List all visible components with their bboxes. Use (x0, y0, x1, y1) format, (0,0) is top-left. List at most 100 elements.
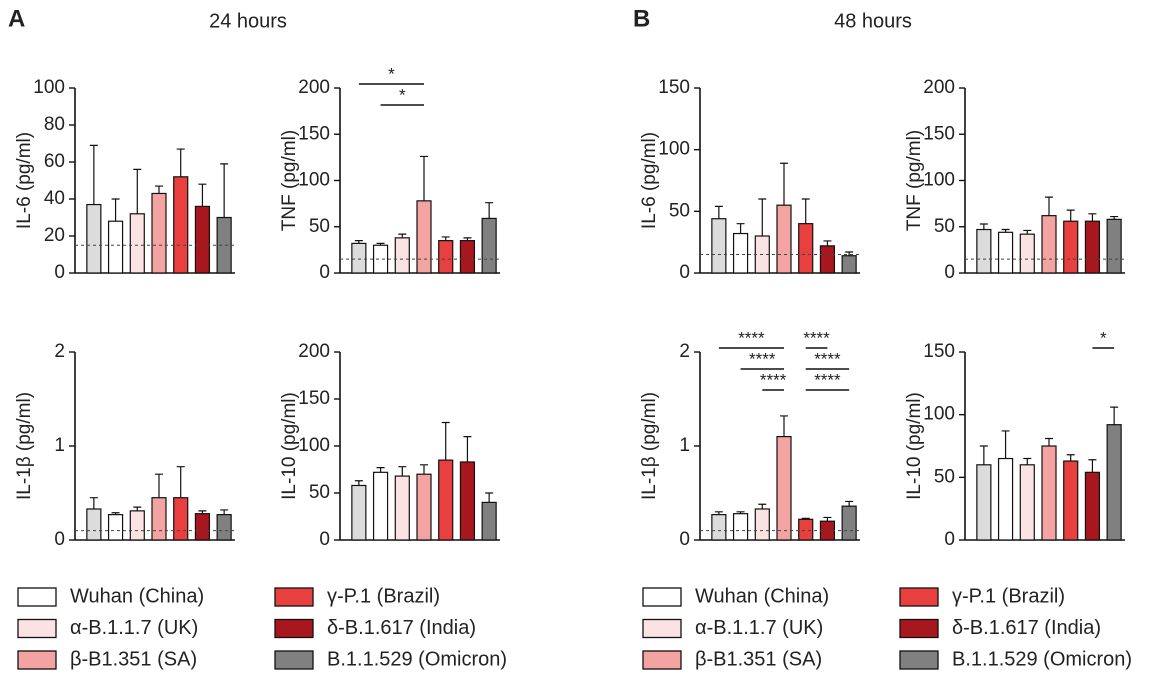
y-tick-label: 100 (923, 404, 955, 425)
bar (459, 240, 476, 274)
error-bar (1001, 228, 1010, 233)
bar (459, 461, 476, 541)
error-bar (441, 421, 450, 461)
error-bar (176, 148, 185, 177)
legend-swatch (274, 618, 314, 639)
y-axis-label: IL-10 (pg/ml) (279, 392, 300, 500)
error-bar (758, 503, 767, 509)
significance-label: **** (814, 370, 841, 389)
panel-title: 24 hours (209, 10, 287, 32)
error-bar (1023, 229, 1032, 235)
y-tick-label: 0 (944, 262, 955, 283)
error-bar (1023, 457, 1032, 465)
significance-label: * (388, 64, 395, 83)
panel-label: B (633, 5, 650, 32)
legend-label: γ-P.1 (Brazil) (327, 585, 440, 607)
error-bar (801, 517, 810, 520)
y-tick-label: 0 (54, 262, 65, 283)
bar (129, 510, 145, 541)
error-bar (1045, 196, 1053, 216)
y-tick-label: 0 (319, 262, 330, 283)
error-bar (463, 237, 472, 241)
bar (216, 514, 232, 541)
error-bar (736, 223, 745, 234)
error-bar (758, 198, 767, 236)
y-tick-label: 200 (298, 77, 330, 98)
y-tick-label: 150 (298, 123, 330, 144)
bar (151, 192, 167, 274)
bar (776, 436, 792, 541)
y-tick-label: 100 (33, 77, 65, 98)
bar (194, 513, 211, 541)
legend-label: Wuhan (China) (70, 585, 204, 607)
legend-swatch (17, 587, 57, 607)
error-bar (155, 473, 163, 498)
bar (372, 471, 389, 541)
error-bar (1088, 459, 1097, 473)
bar (416, 200, 432, 274)
legend-swatch (642, 587, 682, 607)
bar (481, 501, 497, 541)
bar (1084, 220, 1101, 274)
legend-label: B.1.1.529 (Omicron) (952, 648, 1132, 670)
bar (1063, 460, 1079, 541)
bar (173, 497, 189, 541)
bar (732, 232, 749, 274)
error-bar (1088, 213, 1097, 222)
y-tick-label: 50 (309, 482, 330, 503)
error-bar (133, 168, 142, 214)
y-tick-label: 20 (44, 225, 65, 246)
y-tick-label: 200 (923, 77, 955, 98)
y-axis-label: TNF (pg/ml) (279, 130, 300, 231)
bar (1019, 233, 1035, 274)
y-tick-label: 2 (54, 341, 65, 362)
y-tick-label: 1 (54, 435, 65, 456)
y-tick-label: 150 (923, 341, 955, 362)
legend-swatch (899, 650, 939, 670)
y-tick-label: 150 (658, 77, 690, 98)
error-bar (198, 510, 207, 514)
bar (997, 231, 1014, 274)
bar (711, 218, 727, 274)
legend-label: Wuhan (China) (695, 585, 829, 607)
legend-label: α-B.1.1.7 (UK) (695, 617, 823, 639)
significance-label: **** (814, 349, 841, 368)
bar (416, 473, 432, 541)
y-axis-label: IL-6 (pg/ml) (14, 132, 35, 229)
bar (1041, 215, 1057, 274)
legend-swatch (642, 650, 682, 670)
bar (976, 464, 992, 541)
error-bar (485, 492, 494, 503)
error-bar (780, 415, 788, 437)
error-bar (463, 436, 472, 462)
bar (1063, 220, 1079, 274)
error-bar (220, 509, 229, 515)
y-tick-label: 0 (679, 529, 690, 550)
bar (1041, 445, 1057, 541)
bar (107, 514, 124, 541)
significance-label: **** (803, 328, 830, 347)
error-bar (1001, 430, 1010, 459)
error-bar (979, 223, 988, 230)
error-bar (823, 516, 832, 522)
bar (351, 242, 367, 274)
error-bar (89, 144, 98, 205)
y-axis-label: IL-6 (pg/ml) (639, 132, 660, 229)
legend-swatch (274, 587, 314, 607)
panel-title: 48 hours (834, 10, 912, 32)
bar (86, 203, 102, 274)
legend-label: α-B.1.1.7 (UK) (70, 617, 198, 639)
bar (173, 176, 189, 274)
legend-label: δ-B.1.617 (India) (327, 617, 476, 639)
error-bar (420, 155, 428, 201)
error-bar (1110, 215, 1119, 220)
bar (129, 213, 145, 274)
bar (372, 244, 389, 274)
error-bar (1066, 209, 1075, 222)
bar (1106, 218, 1122, 274)
error-bar (376, 467, 385, 473)
legend-swatch (17, 618, 57, 639)
significance-label: **** (749, 349, 776, 368)
bar (841, 255, 857, 274)
bar (841, 505, 857, 541)
